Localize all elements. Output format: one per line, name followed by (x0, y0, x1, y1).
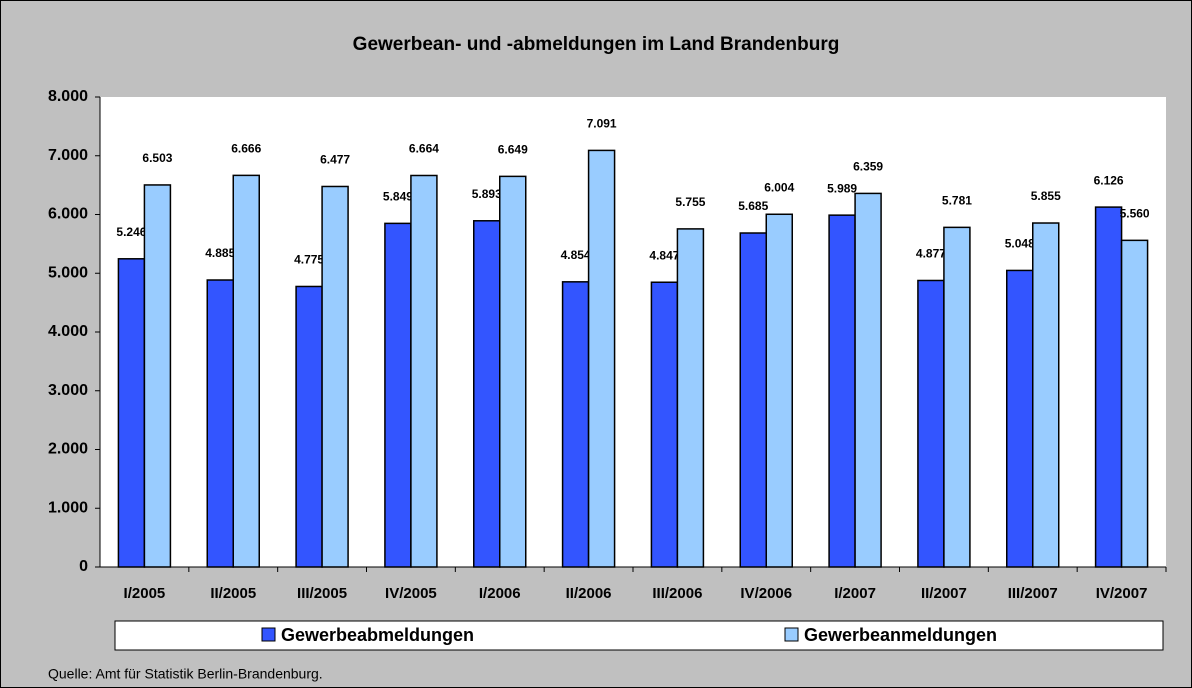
bar (206, 279, 234, 568)
value-label: 5.989 (827, 181, 857, 195)
bar (499, 175, 527, 568)
value-label: 4.775 (294, 253, 324, 267)
legend-label: Gewerbeabmeldungen (281, 625, 474, 645)
chart-title: Gewerbean- und -abmeldungen im Land Bran… (353, 34, 840, 55)
x-tick-label: IV/2007 (1096, 585, 1148, 602)
value-label: 6.004 (764, 180, 794, 194)
value-label: 5.246 (116, 225, 146, 239)
value-label: 6.477 (320, 153, 350, 167)
value-label: 5.755 (675, 195, 705, 209)
value-label: 7.091 (587, 117, 617, 131)
bar (587, 149, 616, 568)
bar (676, 228, 705, 568)
bar (1006, 269, 1034, 568)
value-label: 6.649 (498, 143, 528, 157)
legend-swatch (784, 627, 799, 642)
x-tick-label: II/2007 (921, 585, 967, 602)
bar (650, 281, 679, 568)
bar (473, 220, 501, 568)
y-tick-label: 3.000 (48, 382, 88, 399)
x-tick-label: IV/2006 (740, 585, 792, 602)
y-tick-label: 2.000 (48, 441, 88, 458)
plot-area (100, 97, 1166, 567)
value-label: 5.893 (472, 187, 502, 201)
value-label: 4.847 (649, 248, 679, 262)
bar (917, 279, 945, 568)
bar (232, 174, 260, 568)
x-tick-label: II/2006 (566, 585, 612, 602)
value-label: 4.854 (561, 248, 591, 262)
value-label: 5.849 (383, 190, 413, 204)
bar (828, 214, 856, 568)
bar (739, 232, 767, 568)
value-label: 6.359 (853, 160, 883, 174)
x-tick-label: III/2007 (1008, 585, 1058, 602)
y-tick-label: 7.000 (48, 147, 88, 164)
x-tick-label: II/2005 (210, 585, 256, 602)
bar (295, 285, 323, 568)
bar (1120, 239, 1149, 568)
value-label: 6.666 (231, 142, 261, 156)
bar (384, 222, 412, 568)
y-tick-label: 6.000 (48, 206, 88, 223)
value-label: 4.885 (205, 246, 235, 260)
value-label: 5.685 (738, 199, 768, 213)
value-label: 6.664 (409, 142, 439, 156)
y-tick-label: 4.000 (48, 323, 88, 340)
legend-box (114, 620, 1164, 651)
legend-label: Gewerbeanmeldungen (804, 625, 997, 645)
x-tick-label: I/2005 (124, 585, 166, 602)
bar (1094, 206, 1123, 568)
x-tick-label: IV/2005 (385, 585, 437, 602)
value-label: 6.126 (1094, 173, 1124, 187)
y-tick-label: 0 (79, 558, 88, 575)
bar (410, 174, 438, 568)
bar (943, 226, 971, 568)
bar (561, 281, 590, 568)
source-note: Quelle: Amt für Statistik Berlin-Branden… (48, 666, 323, 682)
value-label: 4.877 (916, 247, 946, 261)
value-label: 6.503 (142, 151, 172, 165)
x-tick-label: I/2006 (479, 585, 521, 602)
bar (117, 258, 146, 568)
value-label: 5.781 (942, 194, 972, 208)
value-label: 5.855 (1031, 189, 1061, 203)
y-tick-label: 1.000 (48, 499, 88, 516)
y-tick-label: 5.000 (48, 264, 88, 281)
bar (321, 185, 349, 568)
legend-swatch (261, 627, 276, 642)
x-tick-label: I/2007 (834, 585, 876, 602)
bar (854, 192, 882, 568)
value-label: 5.048 (1005, 237, 1035, 251)
value-label: 5.560 (1120, 207, 1150, 221)
x-tick-label: III/2006 (652, 585, 702, 602)
bar (765, 213, 793, 568)
bar (1032, 222, 1060, 568)
x-tick-label: III/2005 (297, 585, 347, 602)
bar (143, 184, 172, 568)
y-tick-label: 8.000 (48, 88, 88, 105)
